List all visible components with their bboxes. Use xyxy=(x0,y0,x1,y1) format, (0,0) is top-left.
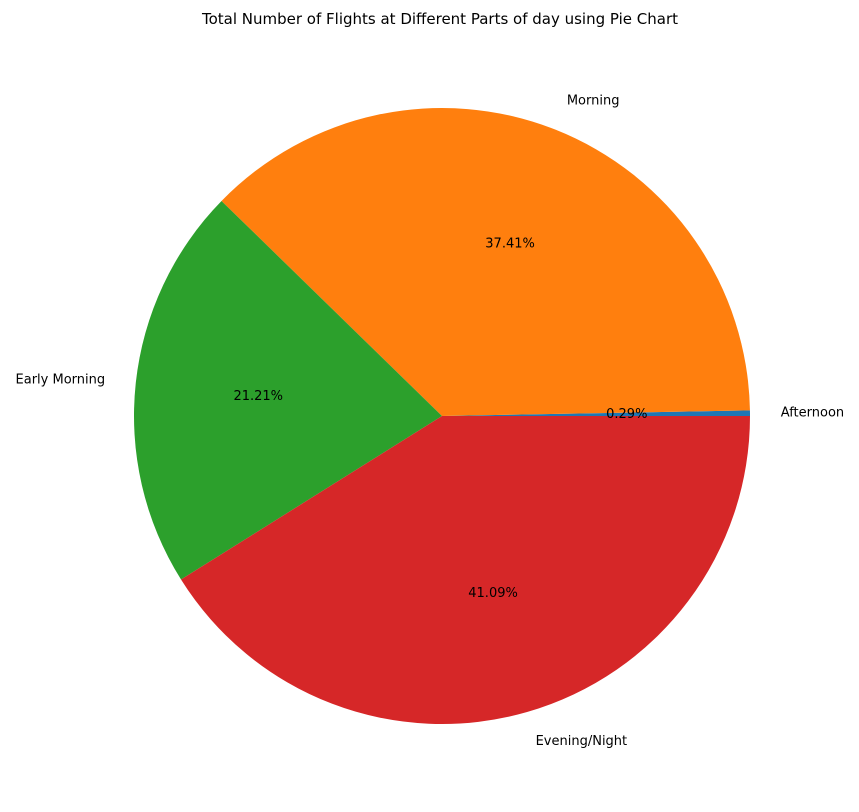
slice-label-early-morning: Early Morning xyxy=(16,372,106,387)
slice-percent-evening-night: 41.09% xyxy=(468,586,518,601)
slice-label-morning: Morning xyxy=(567,94,620,109)
pie-slice-morning xyxy=(221,107,750,417)
chart-title: Total Number of Flights at Different Par… xyxy=(201,10,678,28)
slice-percent-early-morning: 21.21% xyxy=(233,389,283,404)
slice-percent-morning: 37.41% xyxy=(485,237,535,252)
slice-percent-afternoon: 0.29% xyxy=(606,407,647,422)
pie-slices xyxy=(134,107,750,724)
slice-label-evening-night: Evening/Night xyxy=(536,734,628,749)
pie-slice-early-morning xyxy=(134,200,443,580)
slice-label-afternoon: Afternoon xyxy=(781,405,844,420)
pie-labels: Afternoon 0.29% Morning 37.41% Early Morning… xyxy=(16,94,845,750)
pie-slice-afternoon xyxy=(442,410,750,416)
pie-slice-evening-night xyxy=(181,416,750,724)
